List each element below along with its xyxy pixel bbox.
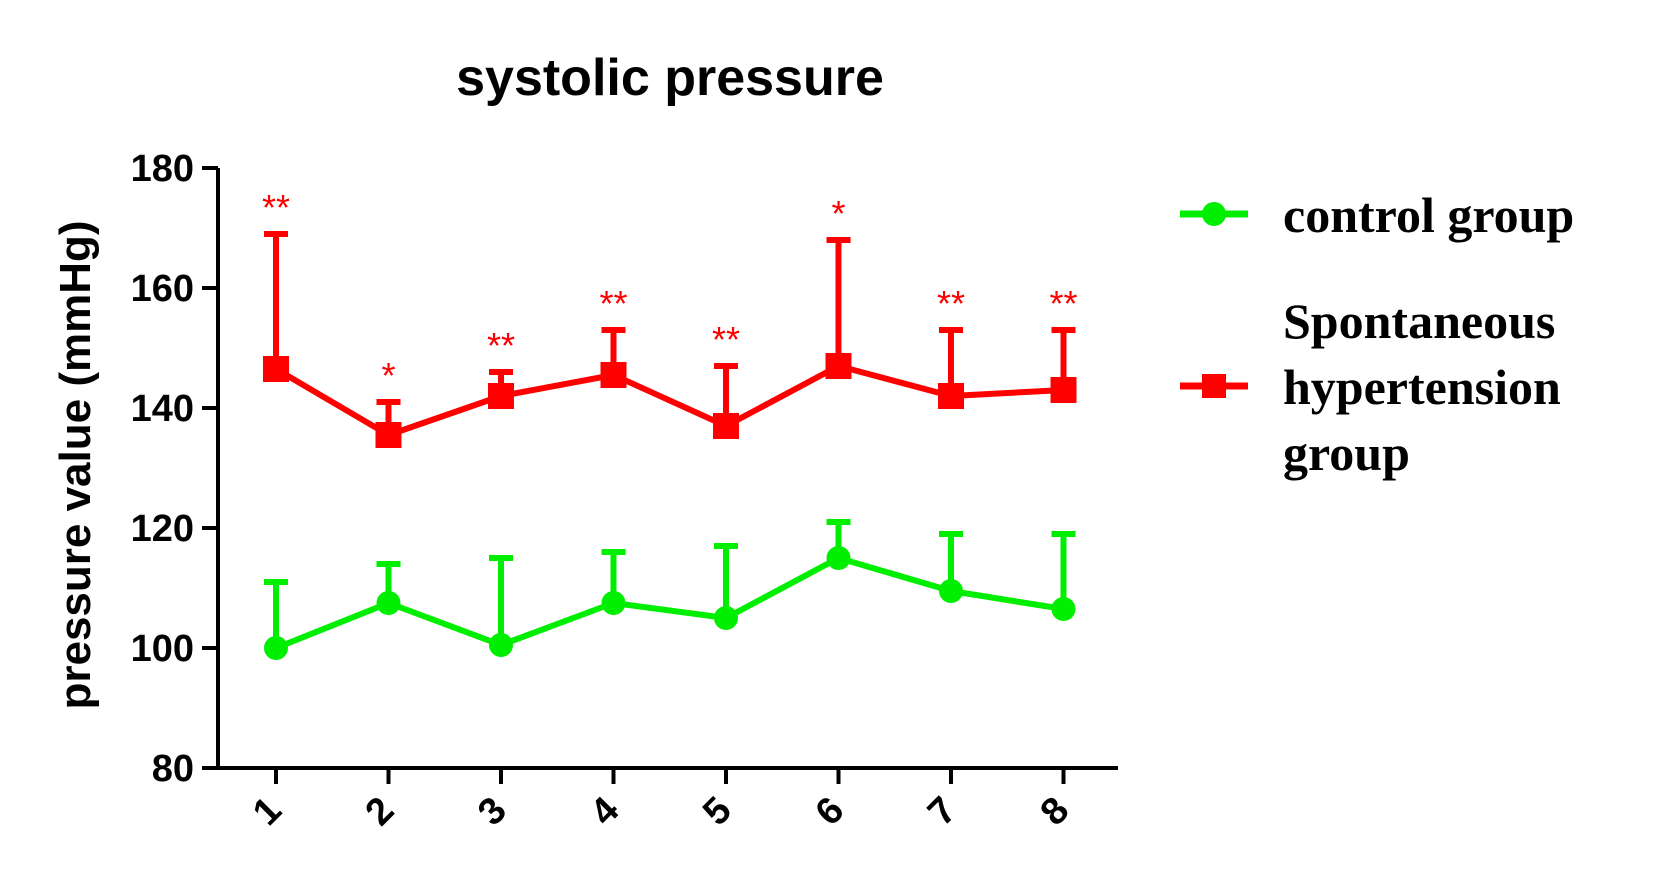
significance-label: ** (599, 283, 627, 324)
legend-label-hypertension-line-2: hypertension (1283, 359, 1561, 415)
x-tick-label: 3 (470, 789, 515, 834)
y-axis-label: pressure value (mmHg) (51, 220, 100, 709)
legend: control group Spontaneous hypertension g… (1180, 187, 1574, 481)
data-point (263, 356, 289, 382)
legend-item-hypertension: Spontaneous hypertension group (1180, 293, 1561, 481)
y-tick-label: 100 (131, 628, 194, 670)
data-point (825, 353, 852, 379)
data-point (1050, 377, 1077, 403)
data-point (376, 591, 401, 615)
data-point (488, 383, 514, 409)
data-point (1051, 597, 1076, 621)
x-tick-label: 5 (695, 789, 740, 834)
legend-marker-control (1202, 202, 1226, 226)
x-tick-label: 4 (583, 789, 628, 834)
legend-label-hypertension-line-3: group (1283, 425, 1410, 481)
significance-label: ** (1049, 283, 1077, 324)
series-line (274, 363, 1064, 438)
series-hypertension: ************ ** (262, 187, 1078, 448)
chart-title: systolic pressure (456, 49, 884, 107)
significance-label: ** (937, 283, 965, 324)
y-tick-label: 180 (131, 148, 194, 190)
x-tick-label: 8 (1033, 789, 1078, 834)
x-tick-label: 1 (245, 789, 290, 834)
data-point (826, 546, 851, 570)
significance-label: ** (262, 187, 290, 228)
series-control (264, 519, 1076, 660)
data-point (489, 633, 513, 657)
significance-label: ** (712, 319, 740, 360)
x-tick-label: 2 (358, 789, 403, 834)
data-point (375, 422, 402, 448)
data-point (939, 579, 963, 603)
data-point (714, 606, 738, 630)
significance-label: * (381, 355, 395, 396)
x-tick-label: 6 (808, 789, 853, 834)
series-layer: ************ ** (262, 187, 1078, 660)
y-tick-label: 120 (131, 508, 194, 550)
legend-label-hypertension-line-1: Spontaneous (1283, 293, 1555, 349)
data-point (264, 636, 288, 660)
data-point (713, 413, 739, 439)
x-tick-label: 7 (920, 789, 965, 834)
legend-item-control: control group (1180, 187, 1574, 243)
significance-label: ** (487, 325, 515, 366)
axes (216, 168, 1118, 770)
series-line (274, 555, 1064, 651)
data-point (601, 591, 626, 615)
y-tick-label: 80 (152, 748, 194, 790)
significance-label: * (831, 193, 845, 234)
data-point (938, 383, 964, 409)
y-tick-label: 160 (131, 268, 194, 310)
legend-marker-hypertension (1202, 374, 1226, 398)
legend-label-control: control group (1283, 187, 1574, 243)
x-axis-ticks: 1 2 3 4 5 6 7 8 (245, 768, 1077, 834)
data-point (600, 362, 627, 388)
y-tick-label: 140 (131, 388, 194, 430)
y-axis-ticks: 80 100 120 140 160 180 (131, 148, 218, 790)
